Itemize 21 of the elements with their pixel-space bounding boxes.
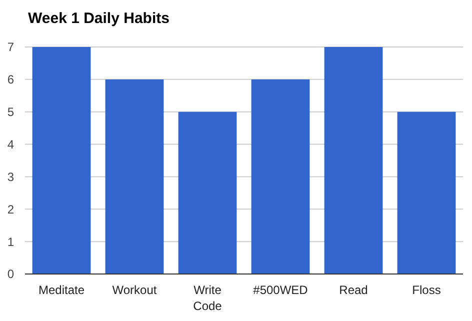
y-tick-label: 0 (7, 267, 14, 282)
bar (178, 112, 237, 274)
y-tick-label: 7 (7, 40, 14, 54)
x-tick-label: Write Code (193, 283, 222, 313)
y-tick-label: 6 (7, 72, 14, 87)
y-tick-label: 2 (7, 202, 14, 216)
x-tick-label: Read (339, 283, 368, 297)
y-tick-label: 1 (7, 234, 14, 249)
x-tick-label: Floss (412, 283, 441, 297)
y-tick-label: 5 (7, 105, 14, 120)
y-tick-label: 3 (7, 170, 14, 184)
bar (251, 79, 310, 274)
bar (32, 47, 91, 274)
y-tick-label: 4 (7, 137, 14, 152)
x-tick-label: Workout (112, 283, 158, 297)
x-tick-label: Meditate (38, 283, 85, 297)
bar (397, 112, 456, 274)
bar (324, 47, 383, 274)
x-tick-label: #500WED (253, 283, 308, 297)
chart-title: Week 1 Daily Habits (28, 10, 170, 27)
bar (105, 79, 164, 274)
